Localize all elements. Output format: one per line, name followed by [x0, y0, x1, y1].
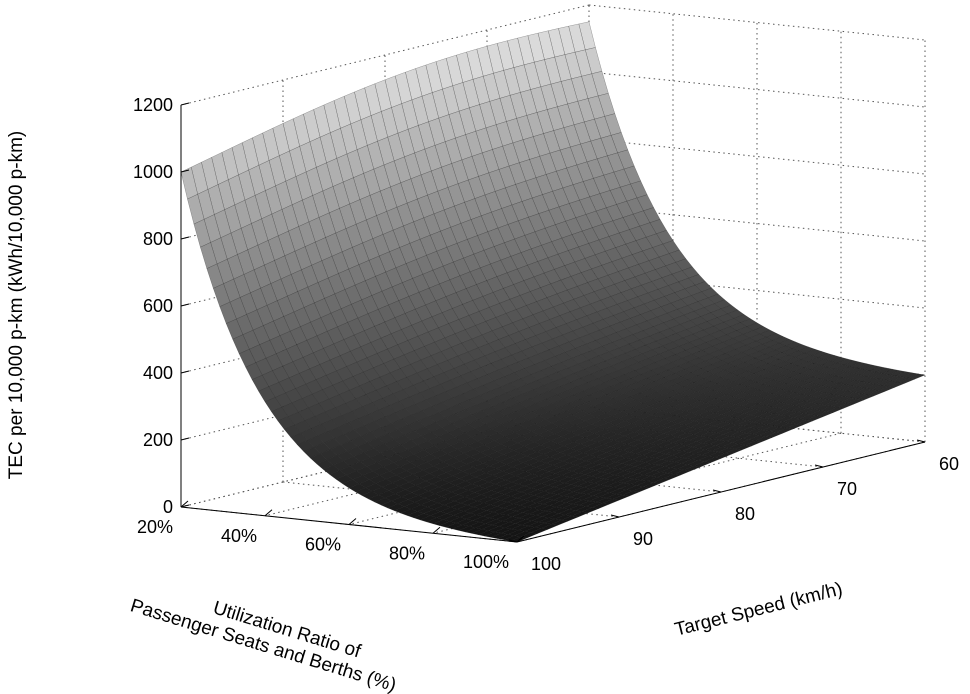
z-tick-label: 1000: [133, 162, 173, 182]
z-tick-label: 800: [143, 229, 173, 249]
y-tick-label: 60: [939, 454, 959, 474]
z-tick-mark: [180, 504, 190, 508]
x-tick-label: 100%: [463, 552, 509, 572]
x-tick-mark: [180, 500, 189, 508]
y-tick-label: 70: [837, 479, 857, 499]
x-axis-label: Utilization Ratio ofPassenger Seats and …: [128, 574, 405, 694]
surface-layer: [180, 21, 926, 543]
z-tick-label: 400: [143, 363, 173, 383]
grid-line-z-backwall: [588, 138, 926, 175]
x-tick-label: 60%: [305, 535, 341, 555]
y-tick-label: 80: [735, 504, 755, 524]
grid-line-z-backwall: [588, 71, 926, 108]
y-tick-mark: [916, 439, 926, 443]
z-tick-label: 600: [143, 296, 173, 316]
grid-line-z-leftwall: [180, 4, 590, 106]
x-tick-label: 20%: [137, 517, 173, 537]
y-tick-mark: [814, 464, 824, 468]
z-tick-label: 1200: [133, 95, 173, 115]
z-tick-label: 200: [143, 430, 173, 450]
y-tick-mark: [712, 489, 722, 493]
z-tick-mark: [180, 303, 190, 307]
grid-line-z-backwall: [588, 4, 926, 41]
x-tick-mark: [516, 535, 525, 543]
z-tick-mark: [180, 236, 190, 240]
z-axis-label: TEC per 10,000 p-km (kWh/10,000 p-km): [6, 131, 27, 479]
z-tick-mark: [180, 437, 190, 441]
y-tick-mark: [508, 539, 518, 543]
x-tick-label: 40%: [221, 526, 257, 546]
x-tick-label: 80%: [389, 543, 425, 563]
z-tick-mark: [180, 102, 190, 106]
y-tick-label: 90: [633, 529, 653, 549]
x-tick-mark: [432, 526, 441, 534]
y-axis-label: Target Speed (km/h): [673, 579, 845, 641]
x-tick-mark: [348, 518, 357, 525]
y-tick-mark: [610, 514, 620, 518]
z-tick-mark: [180, 370, 190, 374]
x-tick-mark: [264, 509, 273, 517]
grid-line-speed-floor: [282, 481, 620, 518]
z-tick-label: 0: [163, 497, 173, 517]
axis-layer: [180, 102, 926, 543]
z-tick-mark: [180, 169, 190, 173]
y-tick-label: 100: [531, 554, 561, 574]
